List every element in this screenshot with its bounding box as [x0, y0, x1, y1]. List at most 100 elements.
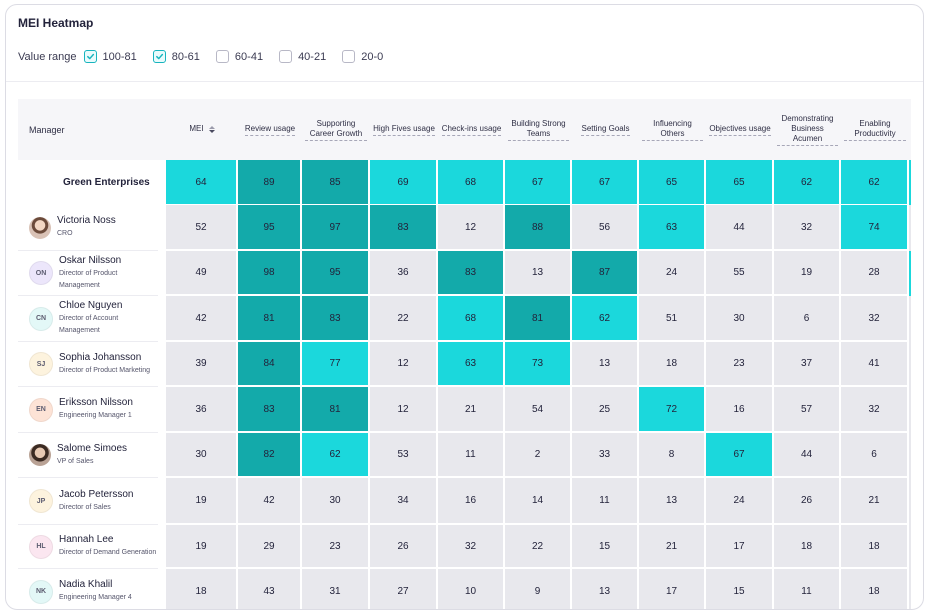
heatmap-cell[interactable]: 19	[166, 478, 238, 525]
heatmap-cell[interactable]: 18	[841, 569, 909, 609]
column-header-review-usage[interactable]: Review usage	[238, 99, 302, 160]
heatmap-cell[interactable]: 89	[238, 160, 302, 206]
heatmap-cell[interactable]: 6	[841, 433, 909, 478]
heatmap-cell[interactable]: 6	[774, 296, 841, 342]
manager-cell[interactable]: HL Hannah Lee Director of Demand Generatio…	[18, 525, 158, 569]
heatmap-cell[interactable]: 10	[438, 569, 505, 609]
heatmap-cell[interactable]: 30	[302, 478, 370, 525]
heatmap-cell[interactable]: 64	[166, 160, 238, 206]
range-checkbox-3[interactable]: 40-21	[279, 50, 326, 63]
heatmap-cell[interactable]: 11	[572, 478, 639, 525]
heatmap-cell[interactable]: 72	[639, 387, 706, 433]
manager-cell[interactable]: Salome Simoes VP of Sales	[18, 433, 158, 478]
heatmap-cell[interactable]: 15	[572, 525, 639, 569]
heatmap-cell[interactable]: 67	[505, 160, 572, 206]
heatmap-cell[interactable]: 22	[505, 525, 572, 569]
heatmap-cell[interactable]: 26	[774, 478, 841, 525]
column-header-check-ins-usage[interactable]: Check-ins usage	[438, 99, 505, 160]
range-checkbox-1[interactable]: 80-61	[152, 50, 200, 63]
heatmap-cell[interactable]: 37	[774, 342, 841, 387]
heatmap-cell[interactable]: 12	[370, 342, 438, 387]
heatmap-cell[interactable]: 84	[238, 342, 302, 387]
heatmap-cell[interactable]: 68	[438, 296, 505, 342]
column-header-demonstrating-business-acumen[interactable]: Demonstrating Business Acumen	[774, 99, 841, 160]
heatmap-cell[interactable]: 32	[438, 525, 505, 569]
heatmap-cell[interactable]: 16	[706, 387, 774, 433]
heatmap-cell[interactable]: 62	[774, 160, 841, 206]
heatmap-cell[interactable]: 42	[166, 296, 238, 342]
heatmap-cell[interactable]: 43	[238, 569, 302, 609]
heatmap-cell[interactable]: 19	[166, 525, 238, 569]
heatmap-cell[interactable]: 65	[639, 160, 706, 206]
heatmap-cell[interactable]: 56	[572, 205, 639, 251]
checkbox-empty-icon[interactable]	[342, 50, 356, 63]
sort-icon[interactable]	[208, 126, 215, 133]
heatmap-cell[interactable]: 8	[639, 433, 706, 478]
heatmap-cell[interactable]: 18	[774, 525, 841, 569]
heatmap-cell[interactable]: 26	[370, 525, 438, 569]
manager-cell[interactable]: Green Enterprises	[18, 160, 158, 206]
heatmap-cell[interactable]: 53	[370, 433, 438, 478]
heatmap-cell[interactable]: 18	[166, 569, 238, 609]
heatmap-cell[interactable]: 15	[706, 569, 774, 609]
heatmap-cell[interactable]: 95	[302, 251, 370, 296]
heatmap-cell[interactable]: 42	[238, 478, 302, 525]
heatmap-cell[interactable]: 85	[302, 160, 370, 206]
heatmap-cell[interactable]: 62	[841, 160, 909, 206]
heatmap-cell[interactable]: 69	[370, 160, 438, 206]
heatmap-cell[interactable]: 21	[841, 478, 909, 525]
heatmap-cell[interactable]: 29	[238, 525, 302, 569]
manager-cell[interactable]: NK Nadia Khalil Engineering Manager 4	[18, 569, 158, 609]
heatmap-cell[interactable]: 19	[774, 251, 841, 296]
heatmap-cell[interactable]: 11	[774, 569, 841, 609]
column-header-setting-goals[interactable]: Setting Goals	[572, 99, 639, 160]
heatmap-cell[interactable]: 83	[302, 296, 370, 342]
heatmap-cell[interactable]: 22	[370, 296, 438, 342]
heatmap-cell[interactable]: 88	[505, 205, 572, 251]
heatmap-cell[interactable]: 95	[238, 205, 302, 251]
heatmap-cell[interactable]: 30	[706, 296, 774, 342]
heatmap-cell[interactable]: 82	[238, 433, 302, 478]
column-header-high-fives-usage[interactable]: High Fives usage	[370, 99, 438, 160]
heatmap-cell[interactable]: 13	[572, 569, 639, 609]
heatmap-cell[interactable]: 36	[370, 251, 438, 296]
checkbox-empty-icon[interactable]	[279, 50, 293, 63]
heatmap-cell[interactable]: 54	[505, 387, 572, 433]
column-header-supporting-career-growth[interactable]: Supporting Career Growth	[302, 99, 370, 160]
heatmap-cell[interactable]: 62	[302, 433, 370, 478]
heatmap-cell[interactable]: 30	[166, 433, 238, 478]
heatmap-cell[interactable]: 32	[841, 296, 909, 342]
manager-cell[interactable]: SJ Sophia Johansson Director of Product Ma…	[18, 342, 158, 387]
heatmap-cell[interactable]: 27	[370, 569, 438, 609]
heatmap-cell[interactable]: 23	[706, 342, 774, 387]
heatmap-cell[interactable]: 32	[841, 387, 909, 433]
heatmap-cell[interactable]: 31	[302, 569, 370, 609]
heatmap-cell[interactable]: 83	[238, 387, 302, 433]
heatmap-cell[interactable]: 63	[639, 205, 706, 251]
heatmap-cell[interactable]: 28	[841, 251, 909, 296]
manager-cell[interactable]: JP Jacob Petersson Director of Sales	[18, 478, 158, 525]
heatmap-cell[interactable]: 9	[505, 569, 572, 609]
heatmap-cell[interactable]: 81	[238, 296, 302, 342]
heatmap-cell[interactable]: 83	[438, 251, 505, 296]
heatmap-cell[interactable]: 65	[706, 160, 774, 206]
column-header-influencing-others[interactable]: Influencing Others	[639, 99, 706, 160]
heatmap-cell[interactable]: 63	[438, 342, 505, 387]
heatmap-cell[interactable]: 97	[302, 205, 370, 251]
heatmap-cell[interactable]: 81	[505, 296, 572, 342]
heatmap-cell[interactable]: 21	[639, 525, 706, 569]
heatmap-cell[interactable]: 2	[505, 433, 572, 478]
heatmap-cell[interactable]: 18	[841, 525, 909, 569]
heatmap-cell[interactable]: 36	[166, 387, 238, 433]
heatmap-cell[interactable]: 14	[505, 478, 572, 525]
heatmap-cell[interactable]: 12	[438, 205, 505, 251]
heatmap-cell[interactable]: 68	[438, 160, 505, 206]
heatmap-cell[interactable]: 73	[505, 342, 572, 387]
manager-cell[interactable]: EN Eriksson Nilsson Engineering Manager 1	[18, 387, 158, 433]
manager-cell[interactable]: ON Oskar Nilsson Director of Product Manag…	[18, 251, 158, 296]
heatmap-cell[interactable]: 16	[438, 478, 505, 525]
column-header-enabling-productivity[interactable]: Enabling Productivity	[841, 99, 909, 160]
range-checkbox-2[interactable]: 60-41	[215, 50, 263, 63]
heatmap-cell[interactable]: 17	[639, 569, 706, 609]
heatmap-cell[interactable]: 24	[639, 251, 706, 296]
